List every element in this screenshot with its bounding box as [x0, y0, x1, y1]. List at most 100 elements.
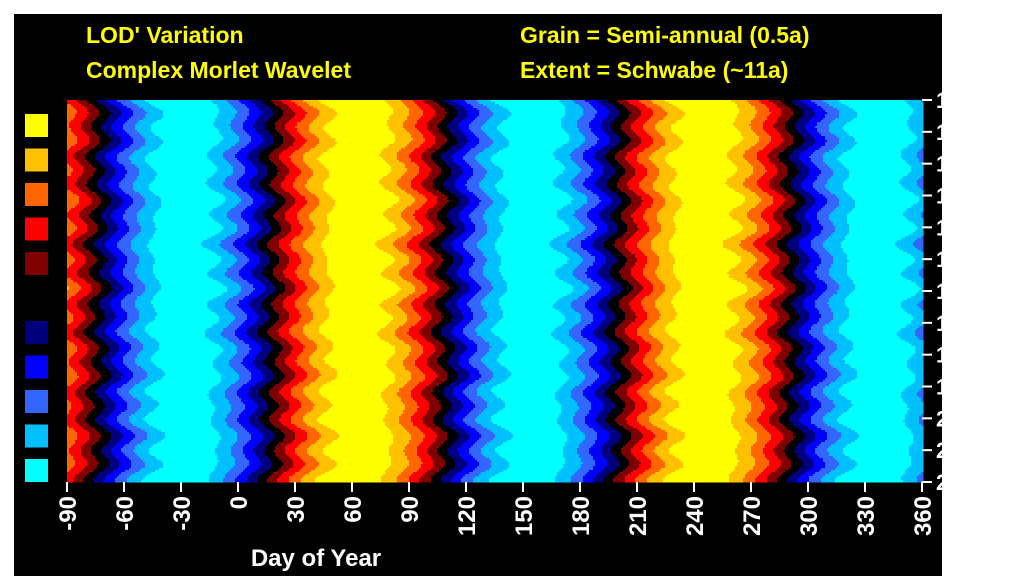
- heatmap-cell: [675, 276, 730, 279]
- heatmap-cell: [95, 168, 106, 171]
- heatmap-cell: [799, 246, 812, 249]
- heatmap-cell: [755, 114, 770, 117]
- heatmap-cell: [589, 252, 602, 255]
- heatmap-cell: [449, 288, 460, 291]
- heatmap-cell: [645, 210, 660, 213]
- heatmap-cell: [763, 278, 776, 281]
- heatmap-cell: [309, 104, 326, 107]
- heatmap-cell: [645, 176, 658, 179]
- heatmap-cell: [757, 238, 770, 241]
- heatmap-cell: [83, 166, 94, 169]
- heatmap-cell: [111, 286, 124, 289]
- heatmap-cell: [101, 128, 112, 131]
- heatmap-cell: [259, 224, 270, 227]
- heatmap-cell: [591, 296, 604, 299]
- heatmap-cell: [803, 138, 816, 141]
- heatmap-cell: [473, 222, 486, 225]
- heatmap-cell: [737, 296, 754, 299]
- heatmap-cell: [489, 118, 508, 121]
- heatmap-cell: [611, 288, 624, 291]
- heatmap-cell: [837, 282, 854, 285]
- heatmap-cell: [763, 124, 774, 127]
- heatmap-cell: [441, 158, 454, 161]
- heatmap-cell: [267, 174, 278, 177]
- heatmap-cell: [819, 132, 832, 135]
- heatmap-cell: [75, 114, 88, 117]
- heatmap-cell: [297, 122, 312, 125]
- heatmap-cell: [593, 262, 606, 265]
- heatmap-cell: [401, 236, 414, 239]
- heatmap-cell: [853, 136, 918, 139]
- heatmap-cell: [283, 196, 294, 199]
- heatmap-cell: [451, 120, 462, 123]
- heatmap-cell: [647, 120, 660, 123]
- heatmap-cell: [631, 140, 642, 143]
- heatmap-cell: [843, 152, 902, 155]
- heatmap-cell: [207, 152, 224, 155]
- heatmap-cell: [799, 260, 812, 263]
- heatmap-cell: [495, 246, 552, 249]
- heatmap-cell: [483, 150, 500, 153]
- heatmap-cell: [271, 180, 284, 183]
- heatmap-cell: [787, 278, 798, 281]
- heatmap-cell: [415, 124, 428, 127]
- heatmap-cell: [667, 112, 686, 115]
- heatmap-cell: [263, 214, 274, 217]
- heatmap-cell: [567, 256, 582, 259]
- heatmap-cell: [685, 114, 738, 117]
- heatmap-cell: [635, 256, 648, 259]
- heatmap-cell: [779, 294, 790, 297]
- heatmap-cell: [449, 210, 462, 213]
- heatmap-cell: [581, 262, 594, 265]
- heatmap-cell: [253, 218, 266, 221]
- heatmap-cell: [261, 186, 272, 189]
- heatmap-cell: [437, 284, 448, 287]
- heatmap-cell: [323, 164, 390, 167]
- heatmap-cell: [227, 270, 240, 273]
- heatmap-cell: [445, 114, 458, 117]
- heatmap-cell: [91, 218, 102, 221]
- heatmap-cell: [723, 242, 742, 245]
- heatmap-cell: [387, 102, 404, 105]
- heatmap-cell: [429, 296, 442, 299]
- heatmap-cell: [597, 204, 610, 207]
- heatmap-cell: [907, 174, 924, 177]
- heatmap-cell: [155, 222, 220, 225]
- heatmap-cell: [577, 190, 592, 193]
- heatmap-cell: [137, 266, 154, 269]
- heatmap-cell: [109, 282, 120, 285]
- heatmap-cell: [575, 188, 588, 191]
- heatmap-cell: [89, 268, 102, 271]
- heatmap-cell: [561, 252, 578, 255]
- heatmap-cell: [71, 166, 84, 169]
- heatmap-cell: [465, 228, 476, 231]
- heatmap-cell: [789, 118, 800, 121]
- heatmap-cell: [79, 102, 90, 105]
- heatmap-cell: [573, 274, 588, 277]
- heatmap-cell: [91, 252, 102, 255]
- heatmap-cell: [97, 228, 108, 231]
- heatmap-cell: [803, 110, 814, 113]
- heatmap-cell: [385, 100, 402, 103]
- heatmap-cell: [759, 202, 774, 205]
- heatmap-cell: [261, 204, 274, 207]
- heatmap-cell: [399, 290, 416, 293]
- heatmap-cell: [107, 118, 118, 121]
- heatmap-cell: [75, 182, 88, 185]
- heatmap-cell: [813, 184, 826, 187]
- heatmap-cell: [601, 210, 614, 213]
- heatmap-cell: [771, 138, 784, 141]
- heatmap-cell: [105, 158, 118, 161]
- heatmap-cell: [145, 110, 164, 113]
- heatmap-cell: [605, 192, 616, 195]
- heatmap-cell: [291, 230, 302, 233]
- heatmap-cell: [69, 210, 82, 213]
- heatmap-cell: [561, 266, 578, 269]
- heatmap-cell: [219, 222, 236, 225]
- heatmap-cell: [93, 220, 104, 223]
- heatmap-cell: [505, 210, 558, 213]
- heatmap-cell: [643, 268, 658, 271]
- heatmap-cell: [631, 164, 644, 167]
- heatmap-cell: [417, 220, 430, 223]
- heatmap-cell: [285, 252, 298, 255]
